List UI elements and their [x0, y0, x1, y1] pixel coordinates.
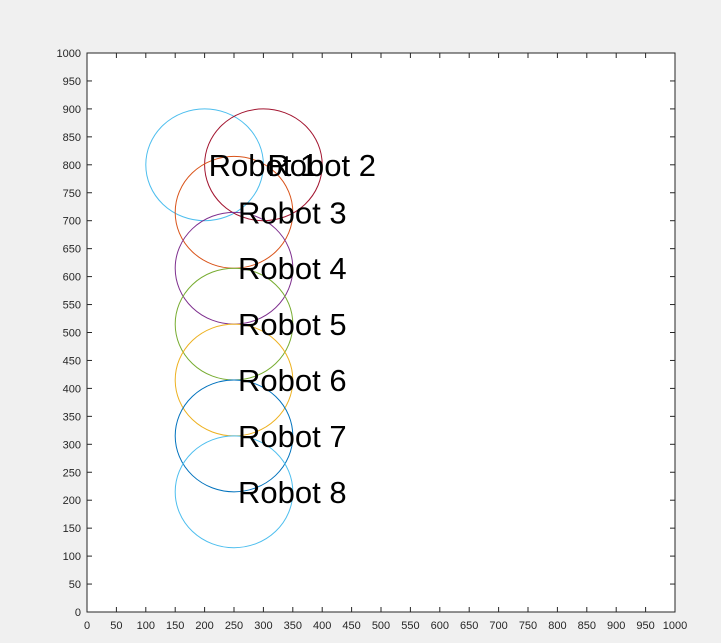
robot-label-4: Robot 4	[238, 251, 347, 286]
robot-circle-7	[174, 379, 294, 493]
x-axis: 0 50 100 150 200 250 300 350 400 450 500 550 600 650 7…	[84, 53, 687, 632]
x-tick-label: 300	[254, 620, 272, 632]
x-tick-label: 850	[578, 620, 596, 632]
robot-circle-8	[174, 435, 294, 549]
y-tick-label: 850	[63, 132, 81, 144]
y-tick-label: 800	[63, 160, 81, 172]
x-tick-label: 1000	[663, 620, 687, 632]
y-tick-label: 750	[63, 188, 81, 200]
robot-label-8: Robot 8	[238, 475, 347, 510]
robot-label-5: Robot 5	[238, 307, 347, 342]
y-tick-label: 450	[63, 355, 81, 367]
x-tick-label: 700	[489, 620, 507, 632]
y-axis: 0 50 100 150 200 250 300 350 400 450 500 550 600 650 7…	[57, 48, 675, 619]
y-tick-label: 700	[63, 216, 81, 228]
robot-label-7: Robot 7	[238, 419, 347, 454]
x-tick-label: 950	[636, 620, 654, 632]
y-tick-label: 350	[63, 411, 81, 423]
y-tick-label: 600	[63, 272, 81, 284]
y-tick-label: 1000	[57, 48, 81, 60]
robot-label-3: Robot 3	[238, 195, 347, 230]
robot-circle-2	[204, 108, 323, 222]
robot-circles	[145, 108, 323, 549]
y-tick-label: 550	[63, 300, 81, 312]
x-tick-label: 450	[342, 620, 360, 632]
y-tick-label: 50	[69, 579, 81, 591]
y-tick-label: 500	[63, 328, 81, 340]
y-tick-label: 300	[63, 439, 81, 451]
x-tick-label: 250	[225, 620, 243, 632]
x-tick-label: 750	[519, 620, 537, 632]
y-tick-label: 0	[75, 607, 81, 619]
x-tick-label: 350	[284, 620, 302, 632]
y-tick-label: 200	[63, 495, 81, 507]
x-tick-label: 50	[110, 620, 122, 632]
x-tick-label: 650	[460, 620, 478, 632]
y-tick-label: 650	[63, 244, 81, 256]
y-tick-label: 150	[63, 523, 81, 535]
x-tick-label: 100	[137, 620, 155, 632]
y-tick-label: 950	[63, 76, 81, 88]
x-tick-label: 550	[401, 620, 419, 632]
x-tick-label: 200	[195, 620, 213, 632]
y-tick-label: 100	[63, 551, 81, 563]
x-tick-label: 0	[84, 620, 90, 632]
y-tick-label: 250	[63, 467, 81, 479]
x-tick-label: 900	[607, 620, 625, 632]
x-tick-label: 400	[313, 620, 331, 632]
robot-circle-1	[145, 108, 264, 222]
x-tick-label: 800	[548, 620, 566, 632]
robot-label-2: Robot 2	[267, 148, 376, 183]
y-tick-label: 400	[63, 383, 81, 395]
robot-label-6: Robot 6	[238, 363, 347, 398]
plot-area	[86, 52, 676, 613]
x-tick-label: 600	[431, 620, 449, 632]
y-tick-label: 900	[63, 104, 81, 116]
robot-label-1: Robot 1	[209, 148, 318, 183]
x-tick-label: 500	[372, 620, 390, 632]
x-tick-label: 150	[166, 620, 184, 632]
